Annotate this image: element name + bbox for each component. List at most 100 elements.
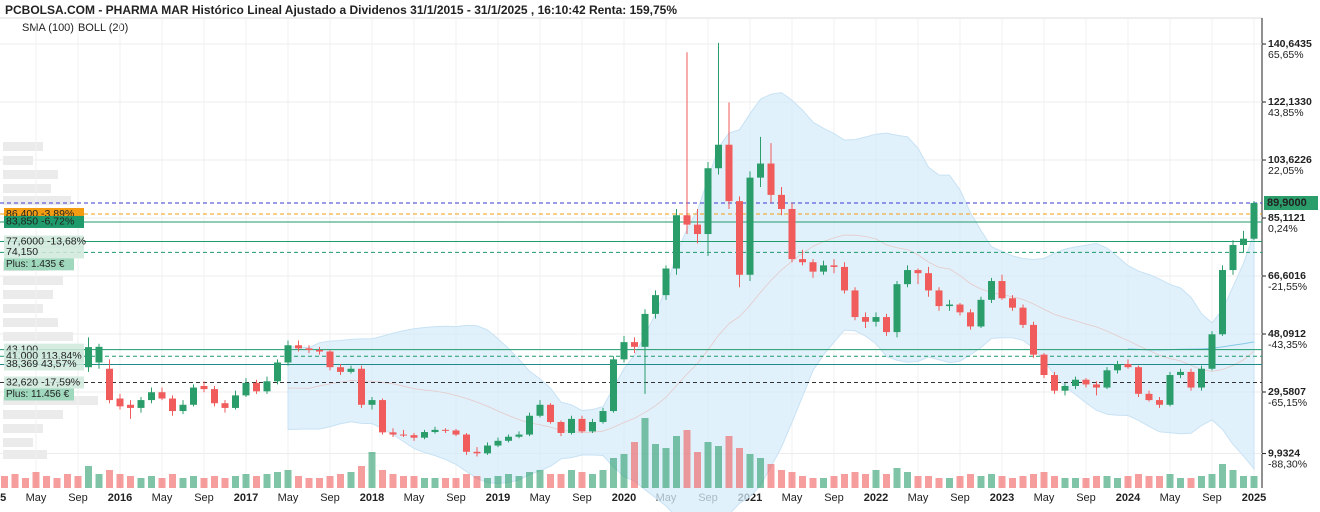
volume-bar [263, 474, 271, 488]
volume-bar [694, 452, 701, 488]
candle-body [116, 398, 124, 407]
x-tick-label: 2015 [0, 492, 6, 504]
candle-body [589, 422, 596, 432]
candle-body [620, 342, 628, 360]
volume-bar [431, 478, 439, 488]
candle-body [935, 290, 943, 307]
level-note-box [4, 388, 74, 401]
volume-bar [158, 478, 166, 488]
volume-bar [578, 472, 586, 488]
candle-body [862, 317, 869, 322]
level-tag [4, 215, 84, 228]
candle-body [85, 347, 92, 368]
x-tick-label: Sep [824, 492, 844, 504]
volume-bar [883, 474, 890, 488]
candle-body [914, 270, 922, 274]
volume-bar [211, 476, 218, 488]
volume-bar [32, 472, 40, 488]
candle-body [557, 422, 565, 433]
candle-body [725, 144, 733, 202]
x-tick-label: 2024 [1116, 492, 1141, 504]
candle-body [809, 262, 817, 272]
x-tick-label: May [152, 492, 173, 504]
candle-body [694, 224, 701, 235]
x-tick-label: 2020 [612, 492, 636, 504]
candle-body [284, 345, 292, 363]
candle-body [872, 317, 880, 322]
candle-body [1103, 370, 1111, 388]
volume-bar [169, 474, 176, 488]
candle-body [683, 215, 691, 225]
pct-label: 65,65% [1268, 49, 1304, 61]
volume-bar [862, 474, 869, 488]
volume-bar [316, 478, 323, 488]
candle-body [977, 299, 985, 327]
x-tick-label: May [26, 492, 47, 504]
volume-bar [347, 472, 355, 488]
candle-body [778, 194, 785, 209]
volume-bar [515, 476, 523, 488]
volume-bar [505, 474, 512, 488]
candle-body [799, 259, 806, 263]
candle-body [232, 395, 239, 408]
volume-bar [998, 476, 1006, 488]
x-tick-label: May [782, 492, 803, 504]
y-tick-label: 29,5807 [1268, 386, 1306, 398]
candle-body [148, 392, 155, 401]
y-tick-label: 122,1330 [1268, 96, 1312, 108]
x-tick-label: May [530, 492, 551, 504]
x-tick-label: Sep [1202, 492, 1222, 504]
candle-body [494, 440, 502, 446]
x-tick-label: May [404, 492, 425, 504]
x-tick-label: 2016 [108, 492, 132, 504]
candle-body [505, 436, 512, 441]
candle-body [1208, 334, 1216, 369]
volume-bar [368, 452, 376, 488]
volume-bar [410, 476, 418, 488]
candle-body [652, 295, 659, 314]
y-tick-label: 9,9324 [1268, 447, 1300, 459]
y-tick-label: 48,0912 [1268, 328, 1306, 340]
volume-bar [421, 478, 428, 488]
x-tick-label: May [908, 492, 929, 504]
last-price-tag [1264, 196, 1318, 211]
y-tick-label: 85,1121 [1268, 212, 1306, 224]
bollinger-mid [287, 234, 1255, 434]
volume-bar [872, 470, 880, 488]
candle-body [1061, 385, 1069, 391]
candle-body [410, 435, 418, 438]
volume-bar [1114, 478, 1121, 488]
volume-bar [1229, 470, 1237, 488]
volume-bar [841, 474, 848, 488]
candle-body [431, 429, 439, 433]
candle-body [442, 429, 449, 431]
x-tick-label: 2025 [1242, 492, 1266, 504]
candle-body [106, 368, 113, 401]
volume-bar [95, 474, 103, 488]
candle-body [641, 313, 649, 347]
volume-bar [715, 446, 722, 488]
level-tag [4, 358, 84, 371]
level-label: 32,620 -17,59% [6, 376, 80, 388]
candle-body [127, 404, 134, 408]
x-tick-label: 2018 [360, 492, 384, 504]
volume-bar [1082, 478, 1090, 488]
volume-bar [851, 472, 859, 488]
volume-bar [463, 474, 470, 488]
volume-bar [757, 458, 764, 488]
candle-body [841, 266, 848, 291]
volume-bar [1124, 476, 1132, 488]
volume-bar [526, 472, 533, 488]
candle-body [337, 367, 344, 372]
candle-body [1219, 270, 1226, 335]
candle-body [1082, 379, 1090, 385]
candle-body [158, 392, 166, 399]
volume-bar [662, 448, 670, 488]
level-tag [4, 246, 84, 259]
x-tick-label: 2017 [234, 492, 258, 504]
volume-bar [1135, 474, 1142, 488]
candle-body [1135, 367, 1142, 394]
candle-body [452, 430, 460, 435]
volume-bar [536, 470, 544, 488]
